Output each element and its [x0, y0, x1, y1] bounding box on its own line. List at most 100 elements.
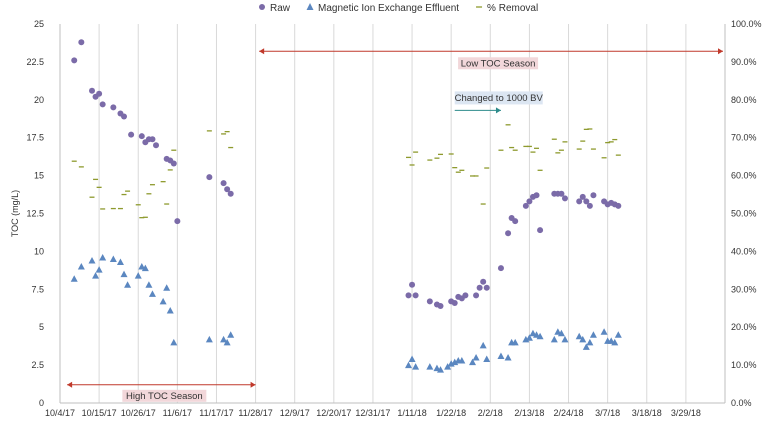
raw-point	[522, 202, 529, 209]
effluent-point	[579, 335, 587, 343]
effluent-point	[141, 264, 149, 272]
raw-point	[437, 302, 444, 309]
raw-point	[483, 284, 490, 291]
y-tick-label: 7.5	[31, 284, 44, 294]
raw-point	[537, 227, 544, 234]
raw-point	[558, 190, 565, 197]
series-2	[71, 124, 621, 219]
raw-point	[476, 284, 483, 291]
y2-tick-label: 20.0%	[731, 322, 757, 332]
y-tick-label: 15	[34, 171, 44, 181]
y-tick-label: 10	[34, 246, 44, 256]
raw-point	[99, 101, 106, 108]
effluent-point	[77, 263, 85, 270]
effluent-point	[437, 366, 445, 373]
effluent-point	[561, 335, 569, 343]
y2-tick-label: 90.0%	[731, 57, 757, 67]
effluent-point	[600, 328, 608, 335]
x-tick-label: 10/15/17	[82, 408, 117, 418]
effluent-point	[205, 335, 213, 343]
effluent-point	[124, 281, 132, 288]
y-tick-label: 20	[34, 95, 44, 105]
raw-point	[224, 186, 231, 193]
y-axis-title: TOC (mg/L)	[10, 190, 20, 237]
raw-point	[462, 292, 469, 299]
raw-point	[426, 298, 433, 305]
effluent-point	[148, 290, 156, 297]
legend-marker-effluent	[306, 3, 314, 10]
arrow-head	[259, 48, 265, 55]
effluent-point	[95, 266, 103, 273]
raw-point	[480, 278, 487, 285]
raw-point	[121, 113, 128, 120]
series	[70, 39, 622, 373]
effluent-point	[586, 338, 594, 346]
raw-point	[206, 174, 213, 181]
raw-point	[174, 218, 181, 225]
x-tick-label: 10/4/17	[45, 408, 75, 418]
y-tick-label: 25	[34, 19, 44, 29]
effluent-point	[589, 331, 597, 338]
raw-point	[220, 180, 227, 187]
raw-point	[110, 104, 117, 111]
effluent-point	[525, 334, 533, 341]
effluent-point	[550, 335, 558, 343]
raw-point	[89, 87, 96, 94]
effluent-point	[134, 272, 142, 279]
x-tick-label: 11/6/17	[163, 408, 192, 418]
x-tick-label: 11/28/17	[238, 408, 272, 418]
raw-point	[96, 90, 103, 97]
raw-point	[590, 192, 597, 199]
high-season-label-bg	[122, 389, 207, 402]
axes: 10/4/17 10/15/17 10/26/17 11/6/17 11/17/17 11…	[10, 19, 762, 418]
raw-point	[615, 202, 622, 209]
raw-point	[576, 198, 583, 205]
effluent-point	[92, 272, 100, 279]
effluent-point	[479, 341, 487, 349]
effluent-point	[483, 355, 491, 363]
effluent-point	[611, 338, 619, 346]
annotations: Low TOC Season High TOC Season Changed to …	[67, 48, 723, 402]
high-season-label: High TOC Season	[126, 391, 203, 402]
y2-tick-label: 60.0%	[731, 171, 757, 181]
arrow-head	[250, 381, 256, 388]
effluent-point	[575, 332, 583, 340]
x-tick-label: 12/20/17	[316, 408, 351, 418]
effluent-point	[536, 332, 544, 340]
effluent-point	[120, 270, 128, 278]
raw-point	[505, 230, 512, 237]
raw-point	[409, 281, 416, 288]
grid	[98, 24, 687, 403]
y-tick-label: 22.5	[26, 57, 44, 67]
y-tick-label: 2.5	[31, 360, 44, 370]
raw-point	[561, 195, 568, 202]
effluent-point	[497, 352, 505, 360]
effluent-point	[582, 343, 590, 350]
raw-point	[149, 136, 156, 143]
arrow-head	[67, 381, 73, 388]
x-tick-label: 3/7/18	[595, 408, 620, 418]
legend-marker-raw	[259, 4, 265, 10]
legend-label: Raw	[270, 3, 291, 14]
effluent-point	[444, 363, 452, 370]
y2-tick-label: 0.0%	[731, 398, 752, 408]
x-tick-label: 2/13/18	[514, 408, 544, 418]
bv-label-bg	[454, 91, 543, 105]
raw-point	[451, 299, 458, 306]
legend: Raw Magnetic Ion Exchange Effluent % Remov…	[259, 3, 538, 14]
effluent-point	[557, 329, 565, 337]
legend-label: Magnetic Ion Exchange Effluent	[318, 3, 459, 14]
y2-tick-label: 80.0%	[731, 95, 757, 105]
y2-tick-label: 100.0%	[731, 19, 762, 29]
x-tick-label: 1/11/18	[397, 408, 426, 418]
x-tick-label: 3/29/18	[671, 408, 701, 418]
effluent-point	[70, 275, 78, 282]
effluent-point	[116, 258, 124, 266]
y2-tick-label: 30.0%	[731, 284, 757, 294]
effluent-point	[88, 256, 96, 264]
effluent-point	[472, 354, 480, 361]
raw-point	[583, 198, 590, 205]
y2-tick-label: 40.0%	[731, 246, 757, 256]
series-1	[70, 253, 622, 373]
